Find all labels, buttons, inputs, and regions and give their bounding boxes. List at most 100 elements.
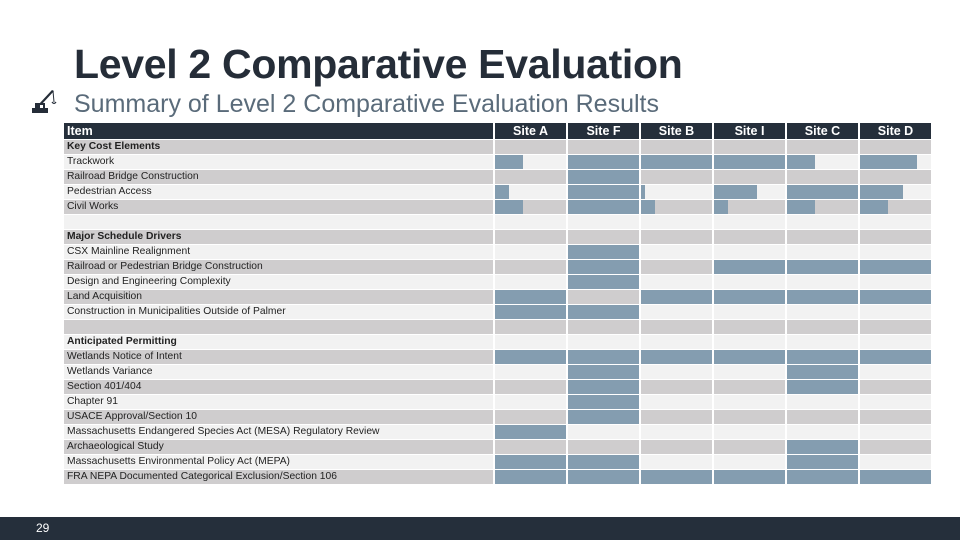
rating-bar: [568, 185, 639, 199]
site-cell: [568, 275, 639, 289]
site-cell: [860, 365, 931, 379]
site-cell: [641, 350, 712, 364]
site-cell: [641, 140, 712, 154]
table-row: [64, 320, 931, 334]
table-row: CSX Mainline Realignment: [64, 245, 931, 259]
table-row: Wetlands Variance: [64, 365, 931, 379]
table-row: Design and Engineering Complexity: [64, 275, 931, 289]
rating-bar: [860, 290, 931, 304]
site-cell: [568, 140, 639, 154]
rating-bar: [641, 200, 656, 214]
site-cell: [495, 440, 566, 454]
site-cell: [860, 290, 931, 304]
table-row: Massachusetts Endangered Species Act (ME…: [64, 425, 931, 439]
site-cell: [787, 140, 858, 154]
section-row: Key Cost Elements: [64, 140, 931, 154]
rating-bar: [495, 155, 524, 169]
column-header-item: Item: [64, 123, 493, 139]
column-header-site: Site A: [495, 123, 566, 139]
site-cell: [495, 455, 566, 469]
site-cell: [495, 200, 566, 214]
row-label: Construction in Municipalities Outside o…: [64, 305, 493, 319]
site-cell: [860, 380, 931, 394]
table-row: Railroad Bridge Construction: [64, 170, 931, 184]
rating-bar: [714, 155, 785, 169]
site-cell: [641, 215, 712, 229]
rating-bar: [714, 290, 785, 304]
rating-bar: [787, 470, 858, 484]
site-cell: [495, 335, 566, 349]
site-cell: [641, 380, 712, 394]
rating-bar: [787, 380, 858, 394]
rating-bar: [641, 185, 645, 199]
page-number: 29: [36, 521, 50, 535]
rating-bar: [860, 470, 931, 484]
site-cell: [860, 140, 931, 154]
site-cell: [641, 200, 712, 214]
site-cell: [641, 410, 712, 424]
site-cell: [714, 185, 785, 199]
site-cell: [568, 215, 639, 229]
site-cell: [641, 185, 712, 199]
site-cell: [787, 155, 858, 169]
site-cell: [641, 170, 712, 184]
section-label: Major Schedule Drivers: [64, 230, 493, 244]
site-cell: [568, 335, 639, 349]
site-cell: [860, 410, 931, 424]
site-cell: [641, 305, 712, 319]
site-cell: [568, 170, 639, 184]
rating-bar: [495, 425, 566, 439]
rating-bar: [641, 350, 712, 364]
rating-bar: [787, 260, 858, 274]
site-cell: [787, 320, 858, 334]
section-label: Anticipated Permitting: [64, 335, 493, 349]
site-cell: [714, 275, 785, 289]
rating-bar: [495, 185, 510, 199]
rating-bar: [787, 200, 816, 214]
site-cell: [568, 410, 639, 424]
rating-bar: [568, 455, 639, 469]
row-label: Land Acquisition: [64, 290, 493, 304]
site-cell: [495, 380, 566, 394]
site-cell: [860, 155, 931, 169]
site-cell: [714, 380, 785, 394]
site-cell: [787, 305, 858, 319]
rating-bar: [568, 200, 639, 214]
rating-bar: [641, 290, 712, 304]
site-cell: [568, 320, 639, 334]
rating-bar: [568, 380, 639, 394]
table-row: Wetlands Notice of Intent: [64, 350, 931, 364]
rating-bar: [860, 350, 931, 364]
row-label: Railroad or Pedestrian Bridge Constructi…: [64, 260, 493, 274]
site-cell: [860, 455, 931, 469]
rating-bar: [860, 200, 889, 214]
site-cell: [860, 320, 931, 334]
site-cell: [787, 200, 858, 214]
rating-bar: [568, 170, 639, 184]
site-cell: [787, 245, 858, 259]
site-cell: [714, 440, 785, 454]
rating-bar: [714, 260, 785, 274]
column-header-site: Site B: [641, 123, 712, 139]
site-cell: [714, 305, 785, 319]
site-cell: [495, 185, 566, 199]
row-label: Massachusetts Environmental Policy Act (…: [64, 455, 493, 469]
site-cell: [495, 230, 566, 244]
site-cell: [787, 395, 858, 409]
site-cell: [495, 140, 566, 154]
site-cell: [568, 185, 639, 199]
site-cell: [714, 245, 785, 259]
site-cell: [568, 425, 639, 439]
site-cell: [641, 470, 712, 484]
rating-bar: [860, 185, 903, 199]
site-cell: [641, 290, 712, 304]
site-cell: [641, 425, 712, 439]
site-cell: [568, 395, 639, 409]
evaluation-table: Item Site A Site F Site B Site I Site C …: [62, 122, 933, 485]
rating-bar: [495, 290, 566, 304]
site-cell: [714, 455, 785, 469]
site-cell: [714, 350, 785, 364]
table-row: Land Acquisition: [64, 290, 931, 304]
row-label: Wetlands Variance: [64, 365, 493, 379]
site-cell: [495, 305, 566, 319]
